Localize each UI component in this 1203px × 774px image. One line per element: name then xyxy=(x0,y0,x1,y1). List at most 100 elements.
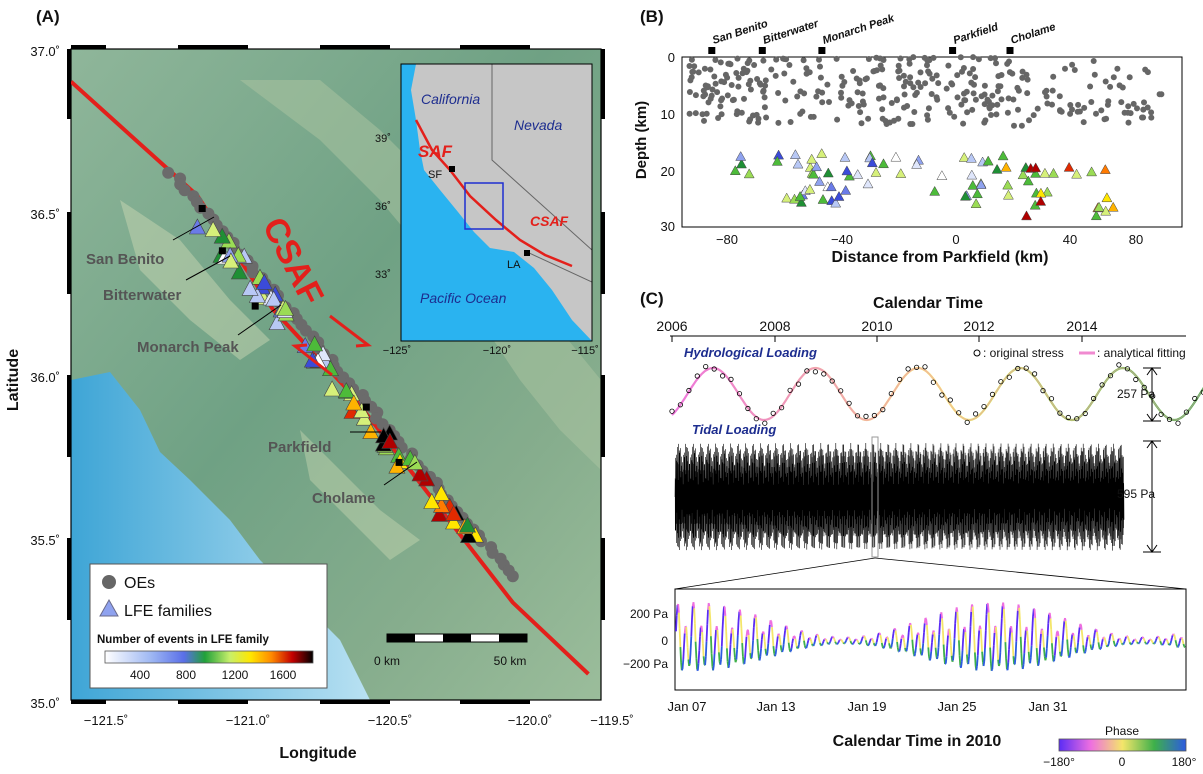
zoom-stress-segment xyxy=(1152,642,1155,645)
zoom-stress-segment xyxy=(995,635,999,649)
depth-tick: 0 xyxy=(668,50,675,65)
zoom-stress-segment xyxy=(1021,663,1025,670)
zoom-stress-segment xyxy=(999,635,1002,653)
oe-section-marker xyxy=(970,54,977,61)
oe-section-marker xyxy=(992,55,998,62)
zoom-stress-segment xyxy=(712,665,715,671)
oe-section-marker xyxy=(975,56,982,63)
zoom-stress-segment xyxy=(1076,642,1079,650)
zoom-stress-segment xyxy=(1072,635,1076,642)
zoom-stress-segment xyxy=(785,625,789,630)
oe-section-marker xyxy=(933,94,940,101)
lfe-section-marker xyxy=(975,179,987,189)
tidal-amplitude: 595 Pa xyxy=(1117,487,1155,501)
zoom-stress-segment xyxy=(777,633,781,636)
zoom-stress-segment xyxy=(857,642,860,645)
lfe-section-marker xyxy=(1035,195,1047,206)
zoom-stress-segment xyxy=(832,637,836,640)
zoom-xlabel: Calendar Time in 2010 xyxy=(833,733,1002,750)
oe-section-marker xyxy=(718,111,725,118)
hydro-original-point xyxy=(1150,393,1156,399)
zoom-stress-segment xyxy=(810,641,813,645)
zoom-stress-segment xyxy=(715,625,719,631)
zoom-stress-segment xyxy=(971,606,975,618)
place-label-monarch-peak: Monarch Peak xyxy=(137,339,239,356)
lfe-section-marker xyxy=(929,185,941,196)
zoom-stress-segment xyxy=(1033,609,1037,619)
zoom-stress-segment xyxy=(1120,640,1123,644)
zoom-stress-segment xyxy=(793,635,797,640)
zoom-stress-segment xyxy=(968,642,971,657)
lfe-section-marker xyxy=(1048,167,1059,178)
oe-section-marker xyxy=(1067,102,1074,108)
zoom-stress-segment xyxy=(1085,637,1089,642)
zoom-stress-segment xyxy=(872,642,876,646)
hydro-original-point xyxy=(1099,382,1105,388)
zoom-stress-segment xyxy=(852,642,855,645)
zoom-stress-segment xyxy=(1107,643,1110,647)
zoom-stress-segment xyxy=(779,639,782,646)
oe-section-marker xyxy=(762,77,769,84)
zoom-stress-segment xyxy=(856,639,859,642)
zoom-stress-segment xyxy=(915,634,919,641)
oe-section-marker xyxy=(1058,108,1065,115)
lfe-family-marker xyxy=(255,273,273,290)
zoom-stress-segment xyxy=(728,656,731,666)
zoom-stress-segment xyxy=(724,615,728,632)
phase-title: Phase xyxy=(1105,724,1139,738)
zoom-stress-segment xyxy=(1088,639,1092,645)
lfe-section-marker xyxy=(982,155,994,166)
distance-tick: 0 xyxy=(952,232,959,247)
zoom-stress-segment xyxy=(919,648,922,655)
zoom-stress-segment xyxy=(998,663,1001,667)
zoom-stress-segment xyxy=(1044,657,1047,661)
zoom-stress-segment xyxy=(943,657,946,665)
zoom-stress-segment xyxy=(1082,645,1085,652)
oe-section-marker xyxy=(1009,70,1016,77)
zoom-stress-segment xyxy=(865,642,869,646)
oe-section-marker xyxy=(686,63,693,69)
oe-section-marker xyxy=(1069,61,1076,68)
oe-section-marker xyxy=(949,81,956,88)
zoom-stress-segment xyxy=(899,643,902,649)
zoom-stress-segment xyxy=(710,653,714,667)
zoom-stress-segment xyxy=(930,642,933,652)
zoom-stress-segment xyxy=(735,649,738,660)
zoom-stress-segment xyxy=(1158,638,1162,642)
oe-section-marker xyxy=(904,103,911,109)
zoom-stress-segment xyxy=(692,602,696,609)
zoom-stress-segment xyxy=(1091,647,1094,651)
zoom-stress-segment xyxy=(822,640,825,644)
section-place-label: Bitterwater xyxy=(762,17,821,46)
zoom-stress-segment xyxy=(767,633,770,644)
oe-section-marker xyxy=(1043,93,1050,100)
oe-section-marker xyxy=(1050,73,1057,80)
legend-lfe-marker xyxy=(99,598,119,617)
zoom-stress-segment xyxy=(945,645,949,657)
oe-section-marker xyxy=(945,105,952,112)
oe-section-marker xyxy=(964,109,971,116)
zoom-stress-segment xyxy=(816,634,820,638)
oe-section-marker xyxy=(1102,78,1109,85)
lfe-section-marker xyxy=(743,168,755,179)
hydro-original-point xyxy=(905,366,911,372)
oe-section-marker xyxy=(690,68,697,75)
section-place-marker xyxy=(818,47,826,54)
zoom-stress-segment xyxy=(1181,638,1184,642)
oe-section-marker xyxy=(895,68,902,75)
lfe-section-marker xyxy=(789,149,801,159)
oe-section-marker xyxy=(1148,109,1155,116)
colorbar-title: Number of events in LFE family xyxy=(97,634,269,646)
zoom-stress-segment xyxy=(1139,637,1143,641)
oe-section-marker xyxy=(692,92,699,99)
zoom-stress-segment xyxy=(979,625,982,630)
zoom-stress-segment xyxy=(782,637,786,645)
zoom-stress-segment xyxy=(1145,642,1148,645)
inset-ocean xyxy=(401,64,592,341)
lfe-section-marker xyxy=(1099,164,1111,174)
zoom-stress-segment xyxy=(859,640,863,644)
zoom-stress-segment xyxy=(828,642,831,645)
lfe-section-marker xyxy=(959,190,971,201)
zoom-stress-segment xyxy=(1005,658,1008,670)
zoom-stress-segment xyxy=(796,647,799,650)
